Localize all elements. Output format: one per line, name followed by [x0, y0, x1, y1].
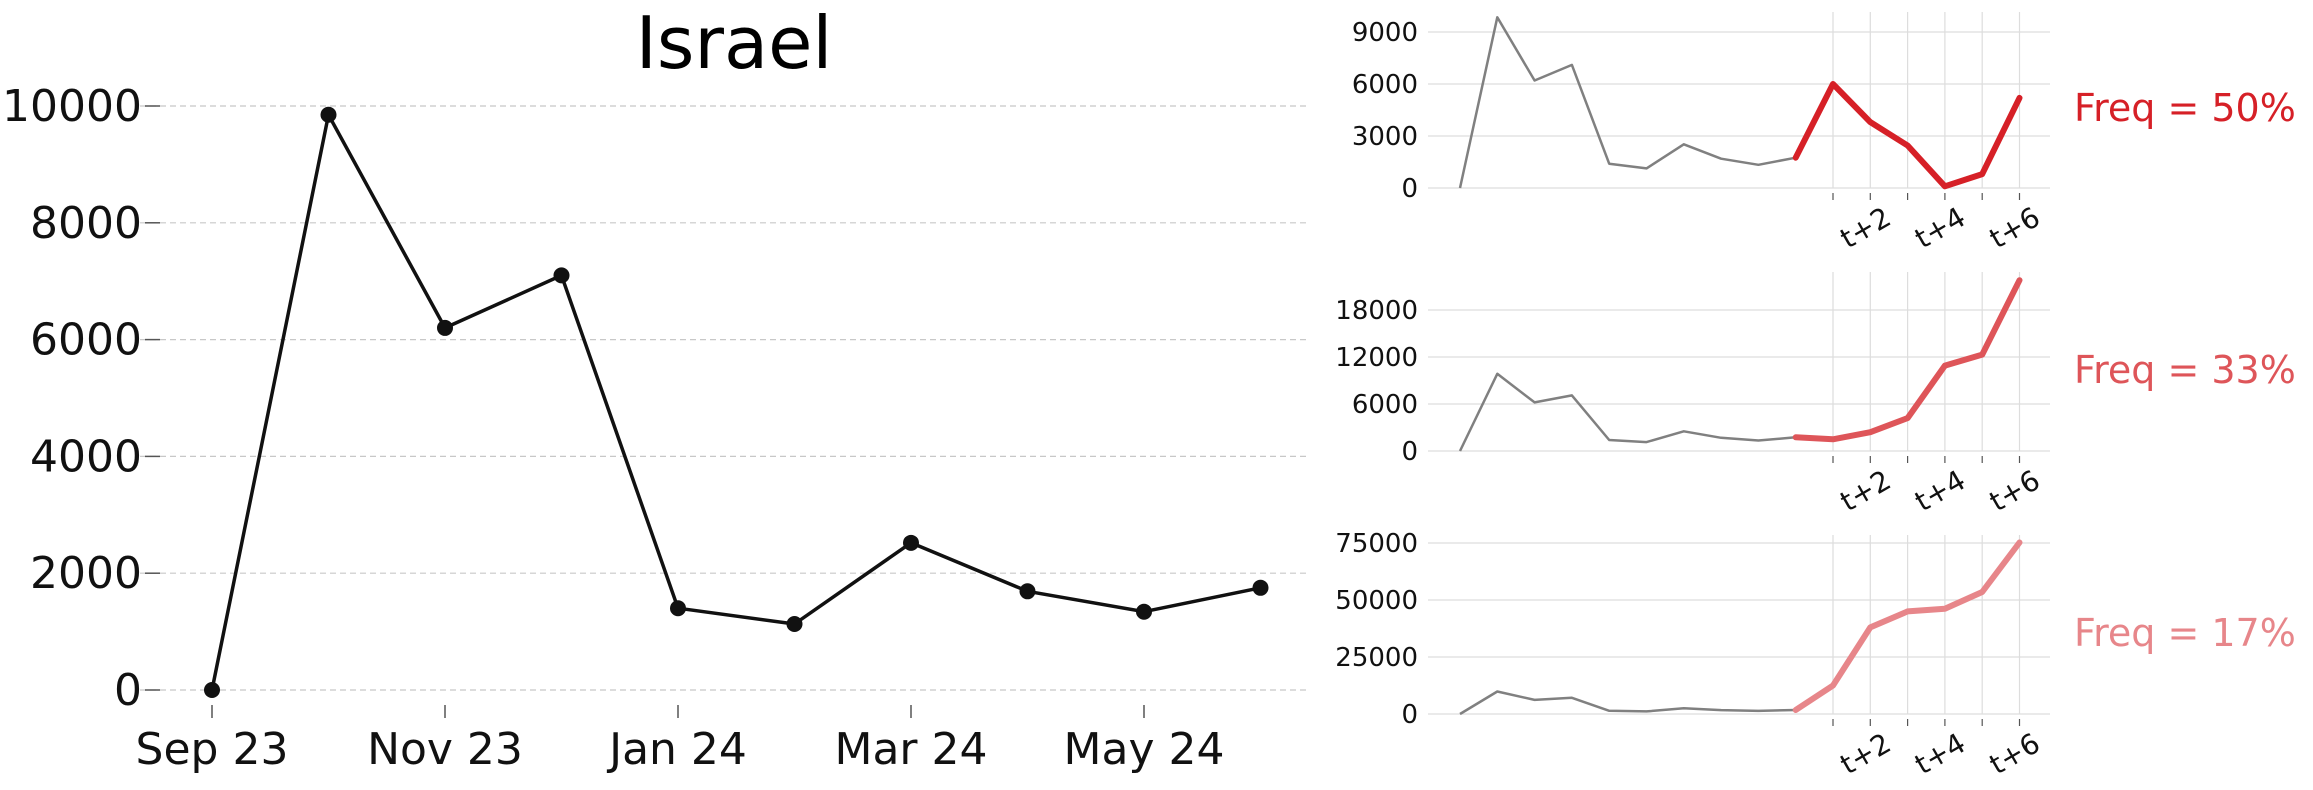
series-line: [210, 113, 1261, 691]
y-tick-label: 9000: [1352, 18, 1418, 48]
grid-lines: [1428, 535, 2050, 715]
x-tick-label: Nov 23: [367, 724, 523, 775]
y-tick-label: 0: [114, 665, 142, 716]
series: [1458, 16, 2023, 190]
forecast-panel-1: 0 3000 6000 9000 t+2 t+4 t+6 Freq = 50%: [1352, 12, 2296, 255]
x-axis: t+2 t+4 t+6: [1832, 456, 2046, 518]
data-point: [786, 616, 803, 633]
history-line: [1458, 16, 1796, 189]
forecast-line: [1792, 81, 2023, 190]
y-tick-label: 0: [1401, 174, 1418, 204]
x-tick-label: t+2: [1835, 726, 1897, 781]
main-chart: Israel 0 2000 4000 6000 8000 10000 Sep 23 Nov …: [2, 1, 1310, 775]
y-tick-label: 8000: [30, 198, 142, 249]
grid-lines: [140, 105, 1310, 691]
x-tick-label: t+2: [1835, 200, 1897, 255]
y-tick-label: 2000: [30, 548, 142, 599]
frequency-annotation: Freq = 50%: [2074, 86, 2296, 130]
y-axis: 0 25000 50000 75000: [1335, 529, 1418, 730]
x-tick-label: Jan 24: [606, 724, 747, 775]
data-point: [1252, 579, 1269, 596]
x-tick-label: t+4: [1909, 726, 1971, 781]
y-tick-label: 18000: [1335, 296, 1418, 326]
y-tick-label: 6000: [1352, 70, 1418, 100]
data-point: [1136, 603, 1152, 620]
data-point: [320, 106, 337, 123]
y-tick-label: 25000: [1335, 643, 1418, 673]
y-tick-label: 10000: [2, 81, 142, 132]
x-axis: Sep 23 Nov 23 Jan 24 Mar 24 May 24: [136, 705, 1225, 775]
y-tick-label: 75000: [1335, 529, 1418, 559]
y-tick-label: 12000: [1335, 343, 1418, 373]
x-axis: t+2 t+4 t+6: [1832, 193, 2046, 255]
x-tick-label: t+6: [1984, 726, 2046, 781]
x-tick-label: May 24: [1064, 724, 1225, 775]
y-tick-label: 0: [1401, 437, 1418, 467]
x-tick-label: t+6: [1984, 463, 2046, 518]
y-tick-label: 6000: [30, 315, 142, 366]
series: [1458, 277, 2023, 452]
data-point: [553, 267, 570, 284]
x-tick-label: t+2: [1835, 463, 1897, 518]
history-line: [1459, 690, 1796, 716]
forecast-panel-2: 0 6000 12000 18000 t+2 t+4 t+6 Freq = 33%: [1335, 272, 2296, 518]
data-point: [670, 600, 686, 617]
series: [204, 106, 1269, 698]
data-point: [1019, 583, 1036, 600]
x-tick-label: t+4: [1909, 463, 1971, 518]
x-tick-label: Sep 23: [136, 724, 289, 775]
grid-lines: [1428, 12, 2050, 189]
y-axis: 0 3000 6000 9000: [1352, 18, 1418, 204]
data-point: [437, 319, 453, 336]
y-tick-label: 3000: [1352, 122, 1418, 152]
forecast-line: [1792, 277, 2023, 443]
y-tick-label: 0: [1401, 700, 1418, 730]
x-axis: t+2 t+4 t+6: [1832, 719, 2046, 781]
forecast-panel-3: 0 25000 50000 75000 t+2 t+4 t+6 Freq = 17%: [1335, 529, 2296, 781]
series: [1459, 539, 2023, 716]
frequency-annotation: Freq = 17%: [2074, 611, 2296, 655]
x-tick-label: t+6: [1984, 200, 2046, 255]
chart-title: Israel: [636, 1, 833, 85]
y-tick-label: 50000: [1335, 586, 1418, 616]
frequency-annotation: Freq = 33%: [2074, 348, 2296, 392]
y-tick-label: 6000: [1352, 390, 1418, 420]
x-tick-label: t+4: [1909, 200, 1971, 255]
y-tick-label: 4000: [30, 431, 142, 482]
data-point: [204, 682, 220, 698]
y-axis: 0 6000 12000 18000: [1335, 296, 1418, 467]
data-point: [903, 534, 919, 551]
history-line: [1458, 372, 1796, 452]
forecast-line: [1792, 539, 2023, 713]
x-tick-label: Mar 24: [835, 724, 988, 775]
y-axis: 0 2000 4000 6000 8000 10000: [2, 81, 160, 716]
